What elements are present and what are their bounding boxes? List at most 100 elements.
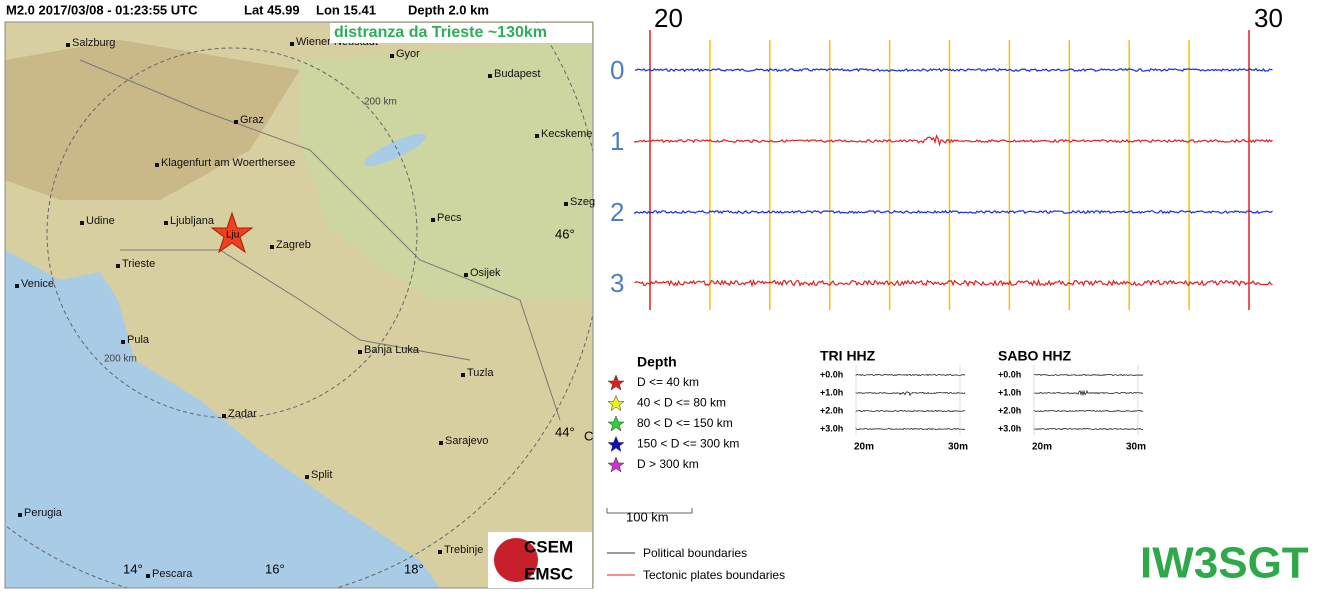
plain (300, 40, 593, 300)
lat-label: 44° (555, 424, 575, 439)
header-event: M2.0 2017/03/08 - 01:23:55 UTC (6, 2, 198, 17)
station-name: SABO HHZ (998, 348, 1072, 364)
station-axis: 30m (1126, 442, 1146, 453)
trace-label: 2 (610, 197, 624, 227)
legend-item: D > 300 km (637, 457, 699, 471)
time-label: 20 (654, 3, 683, 33)
city-marker (290, 42, 294, 46)
legend-item: 150 < D <= 300 km (637, 437, 739, 451)
map-annotation: distranza da Trieste ~130km (334, 24, 547, 41)
legend-title: Depth (637, 354, 677, 370)
city-label: Pula (127, 334, 150, 346)
station-row: +1.0h (820, 387, 843, 397)
city-marker (270, 245, 274, 249)
city-marker (305, 475, 309, 479)
station-trace (855, 391, 966, 397)
city-marker (461, 373, 465, 377)
range-ring (46, 47, 418, 419)
legend-item: D <= 40 km (637, 375, 699, 389)
legend-star (607, 394, 625, 412)
trace-label: 3 (610, 268, 624, 298)
city-label: Trieste (122, 258, 155, 270)
lat-label: C (584, 428, 593, 443)
trace-label: 1 (610, 126, 624, 156)
city-label: Trebinje (444, 544, 483, 556)
station-row: +0.0h (820, 369, 843, 379)
city-label: Osijek (470, 267, 501, 279)
city-label: Gyor (396, 48, 420, 60)
city-marker (164, 221, 168, 225)
trace (634, 67, 1273, 73)
city-marker (464, 273, 468, 277)
epicenter-star (210, 211, 254, 254)
range-label: 200 km (104, 354, 137, 365)
station-row: +2.0h (998, 405, 1021, 415)
station-row: +0.0h (998, 369, 1021, 379)
sea (5, 250, 440, 588)
city-label: Szeg (570, 196, 595, 208)
city-marker (66, 43, 70, 47)
legend-item: 80 < D <= 150 km (637, 416, 733, 430)
legend-line-label: Political boundaries (643, 546, 747, 560)
city-marker (116, 264, 120, 268)
city-marker (535, 134, 539, 138)
trace (634, 209, 1273, 215)
lon-label: 16° (265, 561, 285, 576)
station-axis: 30m (948, 442, 968, 453)
border (79, 59, 561, 421)
city-marker (80, 221, 84, 225)
city-marker (15, 284, 19, 288)
city-label: Tuzla (467, 367, 494, 379)
city-marker (438, 550, 442, 554)
lon-label: 14° (123, 561, 143, 576)
city-marker (222, 414, 226, 418)
city-marker (564, 202, 568, 206)
station-row: +3.0h (998, 423, 1021, 433)
station-trace (1033, 389, 1144, 397)
city-marker (358, 350, 362, 354)
lake-balaton (364, 133, 426, 167)
logo-globe (494, 538, 538, 582)
station-axis: 20m (1032, 442, 1052, 453)
map (5, 22, 593, 588)
city-label: Pescara (152, 568, 193, 580)
city-label: Graz (240, 114, 264, 126)
station-row: +3.0h (820, 423, 843, 433)
station-trace (855, 427, 965, 431)
city-label: Budapest (494, 68, 540, 80)
city-marker (146, 574, 150, 578)
station-trace (855, 373, 966, 377)
station-trace (855, 409, 966, 413)
station-name: TRI HHZ (820, 348, 876, 364)
city-marker (234, 120, 238, 124)
lat-label: 46° (555, 226, 575, 241)
trace (634, 278, 1273, 288)
logo-top: CSEM (524, 537, 573, 556)
header-depth: Depth 2.0 km (408, 2, 489, 17)
city-marker (18, 513, 22, 517)
city-label: Perugia (24, 507, 63, 519)
city-marker (488, 74, 492, 78)
city-label: Venice (21, 278, 54, 290)
station-row: +2.0h (820, 405, 843, 415)
city-marker (121, 340, 125, 344)
station-trace (1033, 427, 1144, 431)
scale-bar (606, 508, 693, 514)
city-marker (390, 54, 394, 58)
city-label: Zagreb (276, 239, 311, 251)
lon-label: 18° (404, 561, 424, 576)
city-label: Ljubljana (170, 215, 215, 227)
station-trace (1033, 409, 1144, 413)
trace (634, 134, 1273, 147)
scale-label: 100 km (626, 509, 669, 524)
mountains (5, 40, 300, 200)
legend-line-label: Tectonic plates boundaries (643, 568, 785, 582)
map-frame (4, 21, 594, 589)
city-label: Zadar (228, 408, 257, 420)
city-marker (155, 163, 159, 167)
station-trace (1033, 373, 1144, 377)
legend-star (607, 435, 625, 453)
time-label: 30 (1254, 3, 1283, 33)
city-label: Banja Luka (364, 344, 420, 356)
